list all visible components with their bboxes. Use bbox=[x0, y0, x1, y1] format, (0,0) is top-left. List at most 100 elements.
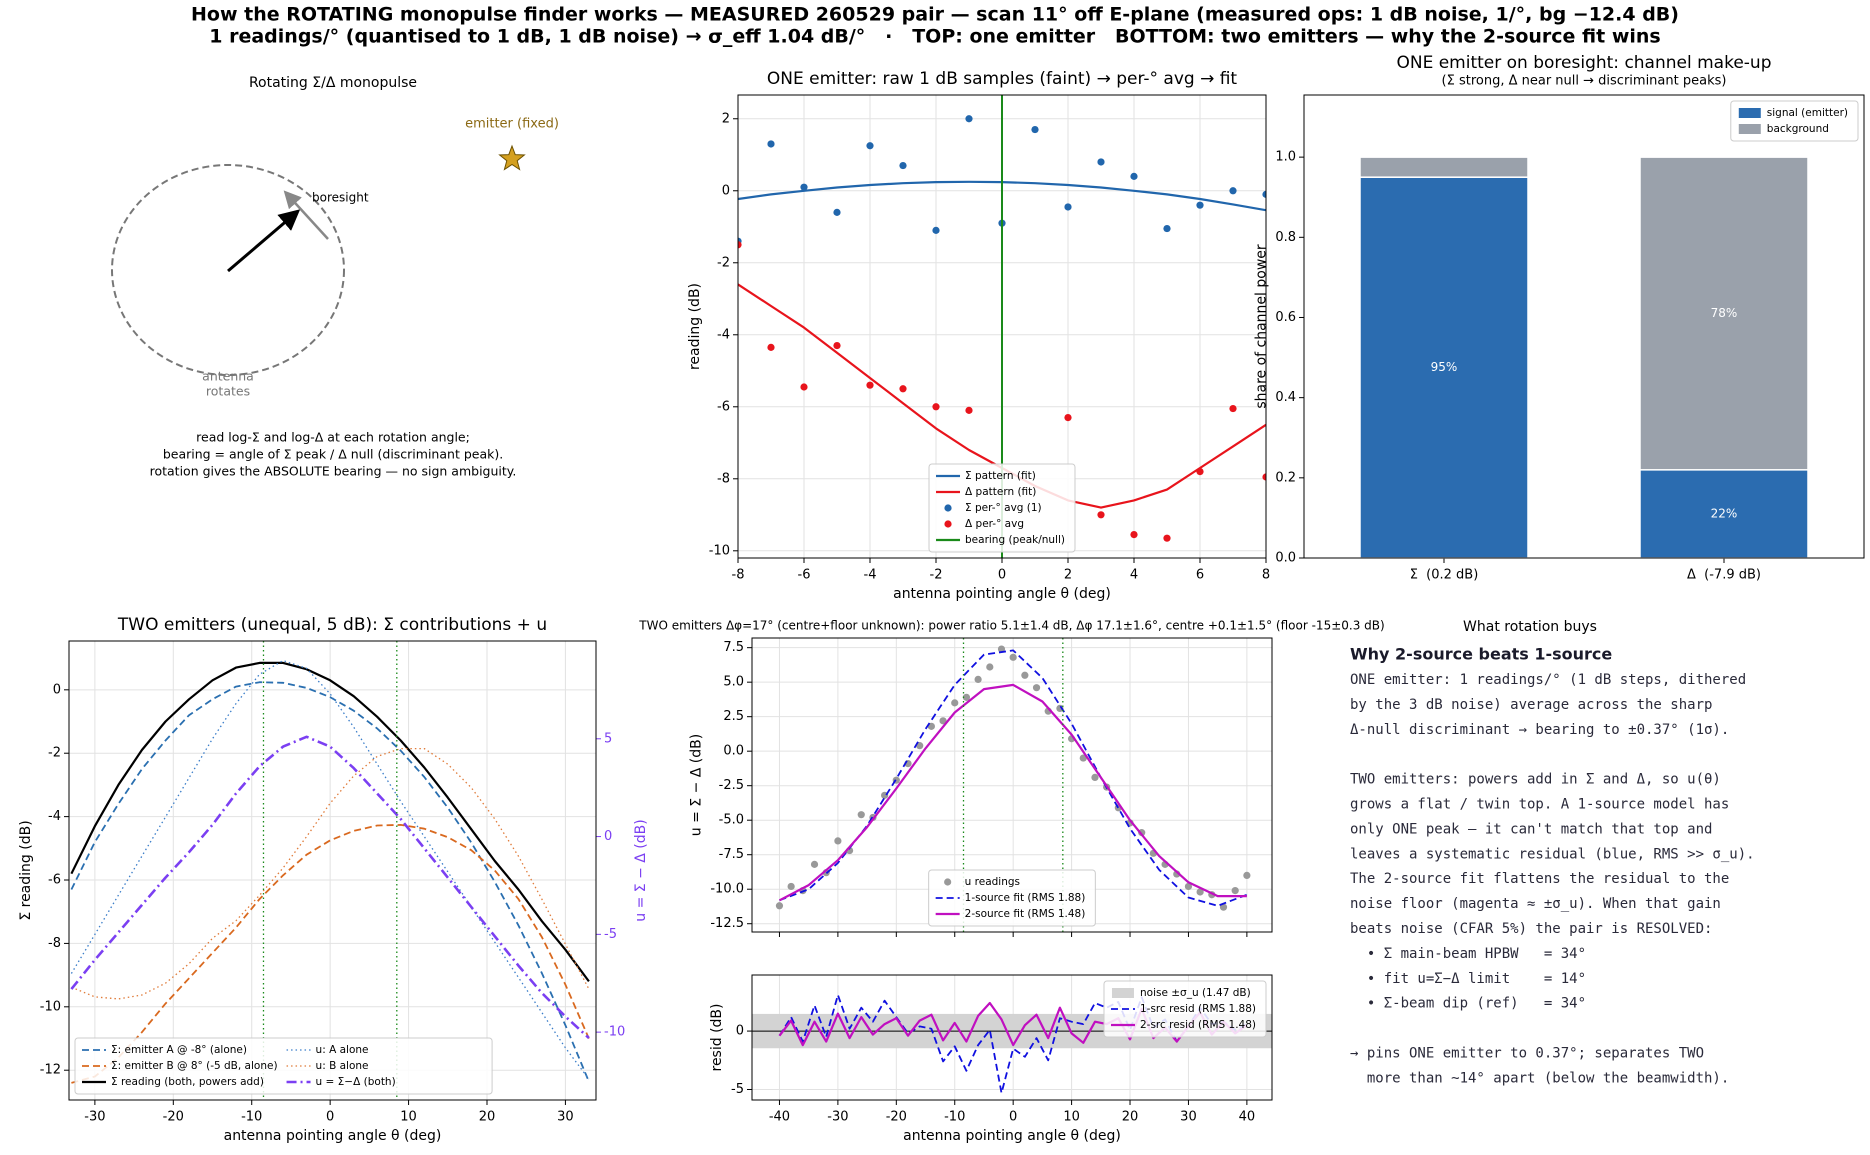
legend-label: u readings bbox=[965, 876, 1020, 888]
x-tick-label: 20 bbox=[1122, 1110, 1139, 1125]
legend-swatch bbox=[944, 504, 952, 512]
x-axis-label: antenna pointing angle θ (deg) bbox=[224, 1128, 442, 1144]
y-tick-label: -6 bbox=[48, 873, 61, 888]
notes-line: TWO emitters: powers add in Σ and Δ, so … bbox=[1350, 772, 1721, 788]
legend-item: u readings bbox=[944, 876, 1020, 888]
notes-line: more than ~14° apart (below the beamwidt… bbox=[1350, 1070, 1729, 1086]
y-tick-label: 2 bbox=[722, 111, 730, 126]
data-point bbox=[1229, 187, 1237, 195]
y-tick-label: -5 bbox=[731, 1082, 744, 1097]
x-tick-label: 4 bbox=[1130, 568, 1138, 583]
data-point bbox=[939, 717, 947, 725]
notes-line: only ONE peak — it can't match that top … bbox=[1350, 821, 1712, 837]
bar-segment bbox=[1639, 469, 1809, 559]
legend-item: Σ reading (both, powers add) bbox=[82, 1076, 264, 1088]
data-point bbox=[1196, 201, 1204, 209]
legend: Σ pattern (fit) Δ pattern (fit) Σ per-° av… bbox=[928, 463, 1076, 553]
x-tick-label: 0 bbox=[1009, 1110, 1017, 1125]
x-axis-label: antenna pointing angle θ (deg) bbox=[893, 586, 1111, 602]
y-axis-label: reading (dB) bbox=[687, 283, 703, 370]
x-tick-label: -10 bbox=[944, 1110, 965, 1125]
legend-box bbox=[1103, 980, 1267, 1038]
notes-line: The 2-source fit flattens the residual t… bbox=[1350, 871, 1729, 887]
x-tick-label: -40 bbox=[769, 1110, 790, 1125]
legend-label: bearing (peak/null) bbox=[965, 534, 1065, 546]
x-tick-label: -8 bbox=[732, 568, 745, 583]
data-point bbox=[833, 341, 841, 350]
y-tick-label: 0.4 bbox=[1275, 390, 1296, 405]
data-point bbox=[1031, 125, 1039, 134]
y-tick-label: -10 bbox=[709, 543, 730, 558]
plot-frame bbox=[751, 637, 1273, 933]
x-tick-label: -20 bbox=[886, 1110, 907, 1125]
data-point bbox=[932, 226, 940, 234]
y-tick-label: 1.0 bbox=[1275, 150, 1296, 165]
y-tick-label: 0.8 bbox=[1275, 230, 1296, 245]
y-tick-label: 0.2 bbox=[1275, 470, 1296, 485]
chart-title: ONE emitter: raw 1 dB samples (faint) → … bbox=[767, 69, 1238, 89]
legend-swatch bbox=[1111, 988, 1134, 998]
series-line bbox=[70, 661, 590, 983]
legend-label: Σ: emitter A @ -8° (alone) bbox=[111, 1044, 247, 1056]
x-tick-label: 10 bbox=[400, 1110, 417, 1125]
data-point bbox=[1196, 467, 1204, 476]
data-point bbox=[767, 343, 775, 351]
diagram: Rotating Σ/Δ monopulse boresight emitter… bbox=[111, 75, 559, 479]
data-point bbox=[899, 385, 907, 393]
y-tick-label: -2 bbox=[717, 255, 730, 270]
legend-label: 2-src resid (RMS 1.48) bbox=[1140, 1019, 1256, 1031]
data-point bbox=[800, 383, 808, 391]
boresight-label: boresight bbox=[312, 191, 369, 205]
data-point bbox=[1219, 903, 1228, 911]
legend-box bbox=[928, 463, 1076, 553]
data-point bbox=[1163, 224, 1171, 233]
data-point bbox=[1097, 158, 1105, 166]
x-tick-label: -20 bbox=[163, 1110, 184, 1125]
legend-swatch bbox=[944, 878, 952, 886]
data-point bbox=[800, 183, 808, 191]
legend-label: Σ per-° avg (1) bbox=[965, 502, 1042, 514]
legend-label: u = Σ−Δ (both) bbox=[316, 1076, 396, 1088]
legend-item: 1-source fit (RMS 1.88) bbox=[935, 892, 1085, 904]
legend-box bbox=[74, 1037, 493, 1095]
y2-tick-label: -5 bbox=[604, 927, 617, 942]
boresight-arrow bbox=[283, 190, 329, 240]
data-point bbox=[775, 902, 784, 910]
legend-item: u = Σ−Δ (both) bbox=[286, 1076, 396, 1088]
y-tick-label: -4 bbox=[717, 327, 730, 342]
panel: -40 -30 -20 -10 0 10 20 30 40 -5 0 antenna pointing… bbox=[709, 974, 1273, 1144]
value-label: 95% bbox=[1431, 360, 1458, 374]
data-point bbox=[1229, 404, 1237, 413]
legend-label: Δ pattern (fit) bbox=[965, 486, 1036, 498]
legend-label: signal (emitter) bbox=[1767, 107, 1848, 119]
data-point bbox=[833, 208, 841, 216]
legend-item: Σ per-° avg (1) bbox=[944, 502, 1042, 514]
y-tick-label: -10.0 bbox=[710, 882, 744, 897]
y2-axis-label: u = Σ − Δ (dB) bbox=[633, 819, 649, 921]
data-point bbox=[1097, 511, 1105, 519]
plot-frame bbox=[751, 974, 1273, 1101]
x-tick-label: 30 bbox=[557, 1110, 574, 1125]
legend: u readings 1-source fit (RMS 1.88) 2-sourc… bbox=[928, 869, 1096, 927]
legend-label: noise ±σ_u (1.47 dB) bbox=[1140, 987, 1251, 999]
legend-label: Σ reading (both, powers add) bbox=[111, 1076, 264, 1088]
series-line bbox=[70, 681, 590, 1082]
data-point bbox=[1130, 172, 1138, 180]
antenna-arrow bbox=[227, 209, 301, 273]
legend-item: bearing (peak/null) bbox=[936, 534, 1065, 546]
data-point bbox=[899, 161, 907, 170]
data-point bbox=[1032, 684, 1041, 692]
y-tick-label: -6 bbox=[717, 399, 730, 414]
x-tick-label: -6 bbox=[798, 568, 811, 583]
legend: noise ±σ_u (1.47 dB) 1-src resid (RMS 1.8… bbox=[1103, 980, 1267, 1038]
notes-line: ONE emitter: 1 readings/° (1 dB steps, d… bbox=[1350, 672, 1746, 688]
x-tick-label: 6 bbox=[1196, 568, 1204, 583]
diagram-caption: bearing = angle of Σ peak / Δ null (disc… bbox=[163, 447, 503, 462]
y-tick-label: -7.5 bbox=[719, 847, 744, 862]
chart-title: TWO emitters Δφ=17° (centre+floor unknow… bbox=[638, 619, 1384, 633]
data-point bbox=[1064, 203, 1072, 211]
data-point bbox=[951, 699, 959, 707]
legend-label: Σ: emitter B @ 8° (-5 dB, alone) bbox=[111, 1060, 278, 1072]
data-point bbox=[962, 693, 971, 701]
